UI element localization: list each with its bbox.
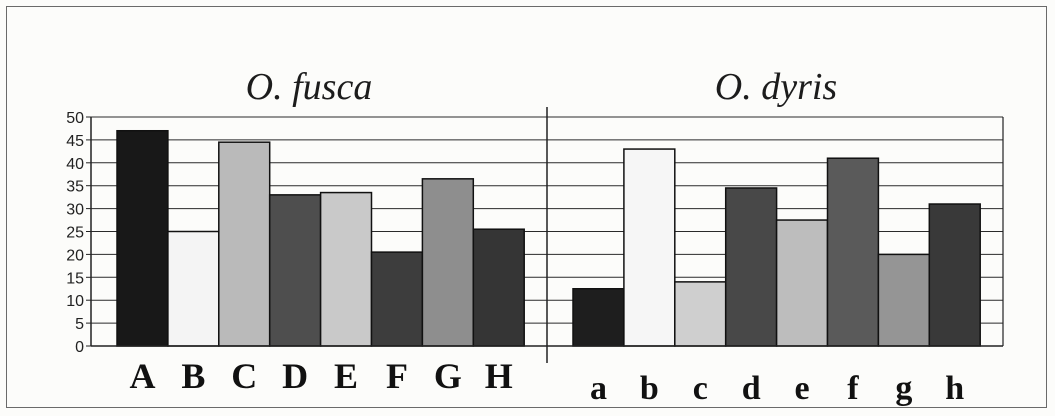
- category-label-G: G: [434, 356, 462, 396]
- category-label-H: H: [485, 356, 513, 396]
- bar-c: [674, 281, 727, 347]
- category-label-A: A: [129, 356, 155, 396]
- category-label-e: e: [795, 370, 810, 407]
- bar-H: [472, 228, 525, 347]
- category-label-B: B: [181, 356, 205, 396]
- bar-D: [268, 194, 322, 347]
- bar-d: [724, 187, 778, 347]
- bar-A: [116, 129, 169, 347]
- bar-a: [572, 288, 625, 347]
- bar-G: [421, 178, 475, 347]
- y-tick-label: 5: [75, 316, 84, 333]
- bar-f: [826, 157, 880, 347]
- bar-F: [370, 251, 424, 347]
- y-tick-label: 50: [66, 110, 84, 127]
- y-tick-label: 0: [75, 339, 84, 356]
- category-label-F: F: [386, 356, 408, 396]
- category-label-E: E: [334, 356, 358, 396]
- bar-b: [623, 148, 676, 347]
- y-tick-label: 20: [66, 247, 84, 264]
- panel-title-fusca: O. fusca: [246, 66, 373, 108]
- y-tick-label: 15: [66, 270, 84, 287]
- y-tick-label: 40: [66, 156, 84, 173]
- bar-chart: O. fusca O. dyris 0 5 10 15 20 25 30 35 40 45 50 A B…: [66, 66, 1004, 407]
- figure-frame: O. fusca O. dyris 0 5 10 15 20 25 30 35 40 45 50 A B…: [6, 6, 1047, 408]
- category-label-f: f: [847, 370, 859, 407]
- category-label-h: h: [945, 370, 964, 407]
- category-label-d: d: [742, 370, 761, 407]
- bar-h: [928, 203, 981, 347]
- y-tick-label: 10: [66, 293, 84, 310]
- bar-C: [218, 141, 271, 347]
- bar-g: [877, 253, 931, 347]
- bar-E: [319, 191, 373, 347]
- bar-B: [167, 230, 220, 347]
- category-label-C: C: [231, 356, 257, 396]
- category-label-D: D: [282, 356, 308, 396]
- category-label-a: a: [590, 370, 607, 407]
- category-label-g: g: [895, 370, 912, 407]
- y-tick-label: 45: [66, 133, 84, 150]
- y-tick-label: 25: [66, 225, 84, 242]
- y-tick-label: 35: [66, 179, 84, 196]
- y-tick-label: 30: [66, 202, 84, 219]
- panel-title-dyris: O. dyris: [715, 66, 837, 108]
- category-label-b: b: [640, 370, 659, 407]
- category-label-c: c: [693, 370, 708, 407]
- bar-e: [775, 219, 829, 347]
- axes: [86, 107, 1004, 363]
